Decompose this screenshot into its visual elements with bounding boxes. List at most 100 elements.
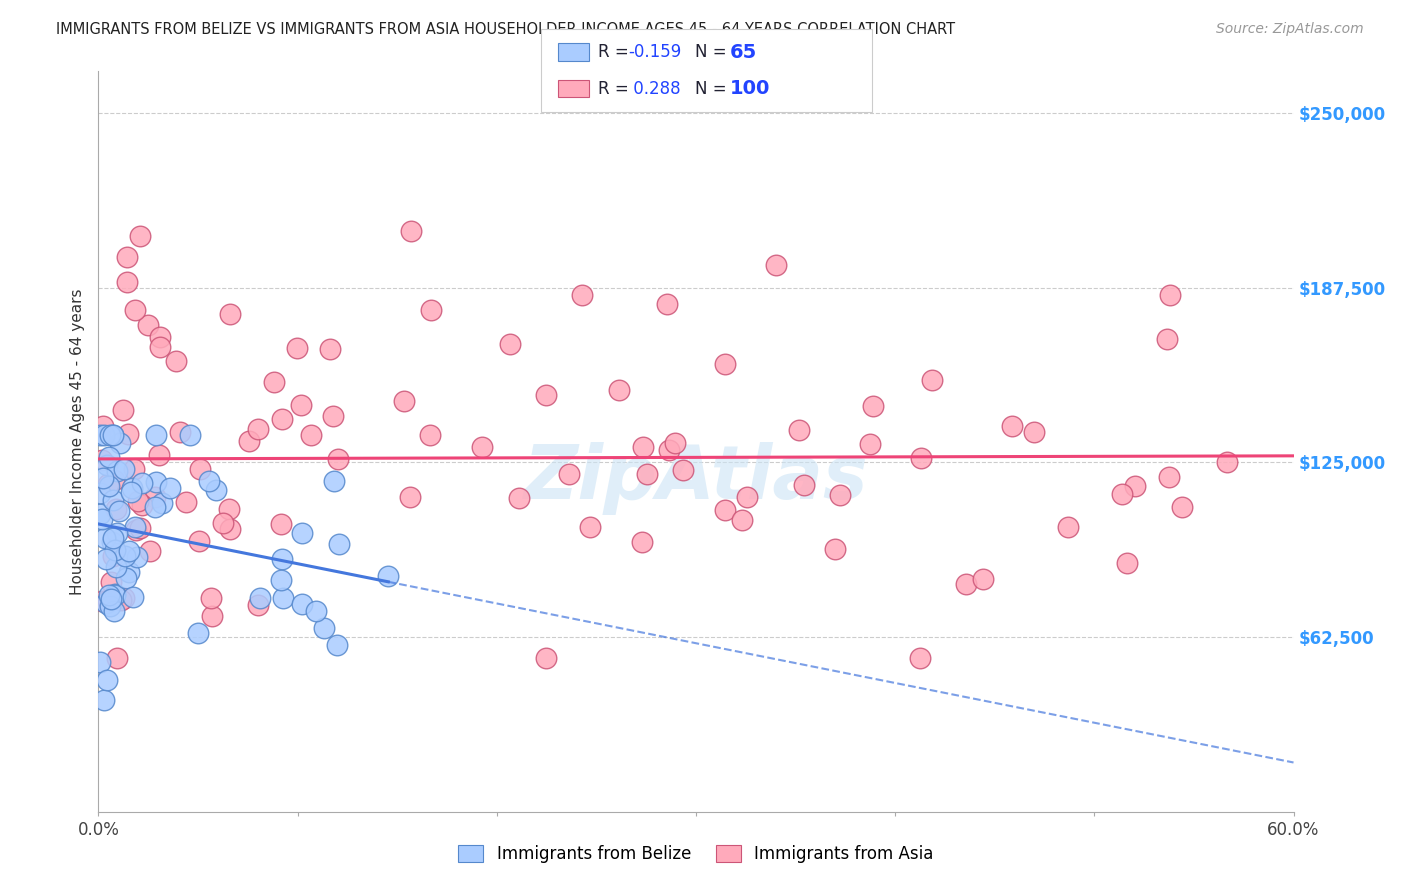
Point (1125, 479, 1147, 493)
Point (910, 450, 932, 465)
Point (285, 342, 308, 356)
Point (98, 427, 121, 442)
Point (145, 475, 167, 490)
Point (114, 549, 136, 563)
Point (110, 436, 132, 450)
Point (291, 597, 314, 611)
Point (121, 481, 143, 495)
Point (713, 357, 735, 371)
Point (93, 531, 115, 545)
Point (110, 593, 132, 607)
Point (100, 574, 122, 589)
Point (117, 276, 139, 290)
Point (89, 427, 111, 442)
Point (270, 573, 292, 587)
Point (105, 526, 128, 541)
Point (1159, 288, 1181, 302)
Point (91, 418, 114, 433)
Point (107, 504, 129, 518)
Point (249, 591, 271, 605)
Point (93, 692, 115, 706)
Point (143, 490, 166, 504)
Point (1001, 419, 1024, 434)
Point (291, 526, 314, 541)
Point (672, 463, 695, 477)
Point (399, 224, 422, 238)
Point (187, 626, 209, 640)
Point (129, 229, 152, 244)
Point (631, 535, 654, 549)
Point (105, 501, 128, 516)
Point (955, 577, 977, 591)
Point (124, 302, 146, 317)
Point (212, 516, 235, 531)
Point (136, 318, 159, 333)
Point (636, 467, 658, 482)
Point (174, 495, 197, 509)
Text: N =: N = (695, 79, 731, 97)
Point (128, 521, 150, 535)
Point (91, 471, 114, 485)
Point (114, 570, 136, 584)
Point (664, 436, 686, 450)
Point (972, 572, 994, 586)
Point (271, 552, 294, 566)
Point (97, 592, 120, 607)
Point (94, 596, 117, 610)
Point (127, 493, 149, 508)
Point (579, 520, 602, 534)
Point (1216, 455, 1239, 469)
Point (96, 458, 118, 472)
Point (103, 473, 125, 487)
Point (508, 491, 530, 505)
Point (326, 452, 349, 467)
Point (103, 493, 125, 508)
Point (152, 496, 174, 510)
Point (197, 474, 219, 488)
Point (107, 464, 129, 478)
Text: ZipAtlas: ZipAtlas (523, 442, 869, 515)
Point (89, 485, 111, 500)
Point (1111, 487, 1133, 501)
Point (499, 337, 522, 351)
Point (131, 499, 153, 513)
Point (122, 462, 145, 476)
Point (793, 478, 815, 492)
Point (104, 586, 127, 600)
Point (859, 437, 882, 451)
Text: R =: R = (598, 44, 634, 62)
Point (124, 523, 146, 537)
Point (138, 544, 160, 558)
Point (323, 475, 346, 489)
Point (179, 427, 201, 442)
Point (271, 591, 294, 605)
Point (557, 467, 579, 481)
Point (111, 403, 134, 417)
Text: Source: ZipAtlas.com: Source: ZipAtlas.com (1216, 22, 1364, 37)
Point (536, 651, 558, 665)
Point (89, 655, 111, 669)
Point (124, 520, 146, 534)
Point (120, 485, 142, 500)
Point (101, 427, 124, 442)
Point (98, 599, 121, 613)
Point (122, 590, 145, 604)
Point (322, 409, 344, 423)
Point (318, 342, 340, 356)
Point (218, 501, 240, 516)
Point (145, 427, 167, 442)
Point (90, 512, 112, 526)
Point (218, 307, 240, 321)
Point (394, 393, 416, 408)
Point (127, 549, 149, 564)
Point (112, 461, 135, 475)
Point (90, 594, 112, 608)
Legend: Immigrants from Belize, Immigrants from Asia: Immigrants from Belize, Immigrants from … (451, 838, 941, 870)
Point (247, 598, 270, 612)
Point (631, 440, 654, 454)
Point (270, 517, 292, 532)
Point (1116, 557, 1139, 571)
Point (399, 490, 422, 504)
Point (238, 434, 260, 448)
Point (737, 490, 759, 504)
